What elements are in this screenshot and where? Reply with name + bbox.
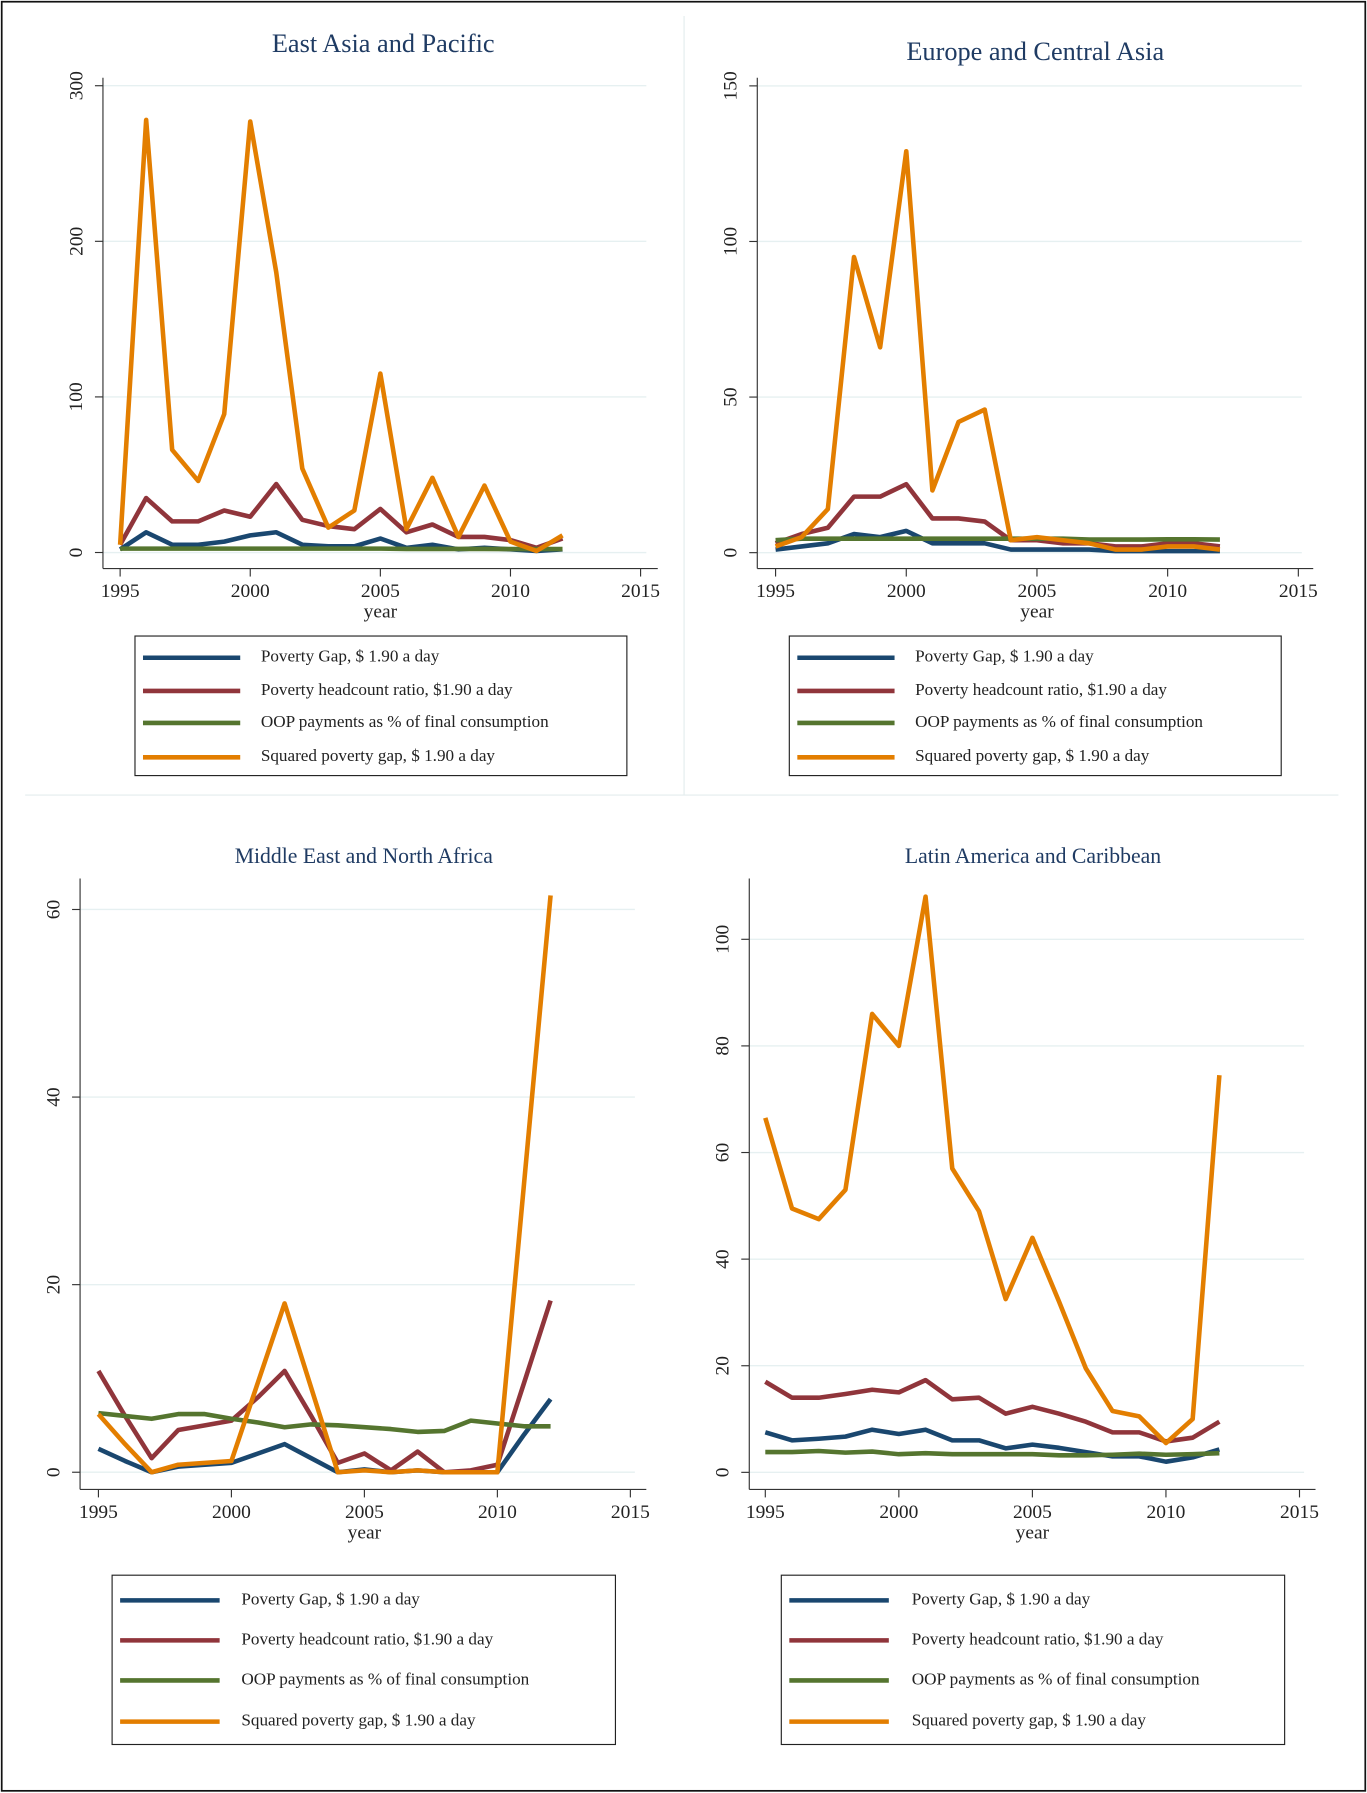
y-tick-label: 200	[66, 227, 87, 256]
x-tick-label: 2010	[1148, 581, 1187, 602]
series-line	[774, 481, 1221, 549]
x-tick-label: 2015	[1280, 1502, 1319, 1523]
legend-label: Poverty headcount ratio, $1.90 a day	[241, 1629, 493, 1648]
legend-label: Poverty Gap, $ 1.90 a day	[915, 647, 1094, 666]
chart-title: Middle East and North Africa	[235, 844, 494, 868]
y-tick-label: 40	[713, 1249, 734, 1268]
series-line	[96, 895, 553, 1475]
series-line	[774, 148, 1221, 552]
x-tick-label: 2000	[887, 581, 926, 602]
legend-label: Squared poverty gap, $ 1.90 a day	[261, 746, 496, 765]
legend-label: OOP payments as % of final consumption	[915, 712, 1203, 731]
series-line	[764, 1427, 1221, 1464]
series-line	[764, 1377, 1221, 1444]
legend-label: Poverty headcount ratio, $1.90 a day	[261, 680, 513, 699]
x-tick-label: 1995	[101, 581, 140, 602]
x-tick-label: 2015	[1279, 581, 1318, 602]
chart-title: Latin America and Caribbean	[905, 844, 1161, 868]
x-tick-label: 2010	[491, 581, 530, 602]
legend-label: Poverty Gap, $ 1.90 a day	[912, 1589, 1091, 1608]
y-tick-label: 0	[43, 1467, 64, 1477]
x-tick-label: 2010	[1147, 1502, 1186, 1523]
y-tick-label: 20	[713, 1356, 734, 1375]
series-line	[763, 894, 1222, 1446]
y-tick-label: 50	[721, 387, 742, 406]
legend-label: Squared poverty gap, $ 1.90 a day	[241, 1711, 476, 1730]
y-tick-label: 0	[713, 1467, 734, 1477]
series-line	[96, 1299, 553, 1475]
y-tick-label: 300	[66, 71, 87, 100]
x-axis-label: year	[1016, 1522, 1050, 1543]
x-tick-label: 2000	[212, 1502, 251, 1523]
y-tick-label: 60	[43, 900, 64, 919]
legend-label: OOP payments as % of final consumption	[912, 1669, 1200, 1688]
chart-title: East Asia and Pacific	[272, 29, 495, 58]
series-line	[118, 481, 564, 551]
x-tick-label: 1995	[746, 1502, 785, 1523]
legend-label: OOP payments as % of final consumption	[261, 712, 549, 731]
x-axis-label: year	[1020, 602, 1054, 623]
x-tick-label: 2005	[1018, 581, 1057, 602]
y-tick-label: 100	[713, 925, 734, 954]
legend-label: Poverty headcount ratio, $1.90 a day	[912, 1629, 1164, 1648]
x-tick-label: 2010	[478, 1502, 517, 1523]
y-tick-label: 40	[43, 1087, 64, 1106]
legend-label: Poverty Gap, $ 1.90 a day	[261, 647, 440, 666]
y-tick-label: 100	[66, 382, 87, 411]
legend-label: Poverty headcount ratio, $1.90 a day	[915, 680, 1167, 699]
legend-label: Poverty Gap, $ 1.90 a day	[241, 1589, 420, 1608]
y-tick-label: 150	[721, 71, 742, 100]
y-tick-label: 0	[721, 548, 742, 558]
legend-label: Squared poverty gap, $ 1.90 a day	[912, 1711, 1147, 1730]
y-tick-label: 60	[713, 1143, 734, 1162]
x-tick-label: 2005	[361, 581, 400, 602]
x-tick-label: 1995	[79, 1502, 118, 1523]
series-line	[775, 536, 1220, 543]
x-tick-label: 1995	[756, 581, 795, 602]
y-tick-label: 0	[66, 548, 87, 558]
x-tick-label: 2000	[879, 1502, 918, 1523]
x-tick-label: 2000	[231, 581, 270, 602]
x-tick-label: 2015	[621, 581, 660, 602]
x-axis-label: year	[348, 1522, 382, 1543]
series-line	[765, 1448, 1220, 1458]
x-axis-label: year	[364, 602, 398, 623]
x-tick-label: 2015	[611, 1502, 650, 1523]
legend-label: Squared poverty gap, $ 1.90 a day	[915, 746, 1150, 765]
y-tick-label: 80	[713, 1036, 734, 1055]
legend-label: OOP payments as % of final consumption	[241, 1669, 529, 1688]
chart-title: Europe and Central Asia	[906, 37, 1164, 66]
x-tick-label: 2005	[1013, 1502, 1052, 1523]
legend-box	[780, 1574, 1286, 1746]
series-line	[117, 117, 564, 554]
y-tick-label: 20	[43, 1275, 64, 1294]
y-tick-label: 100	[721, 227, 742, 256]
x-tick-label: 2005	[345, 1502, 384, 1523]
legend-box	[111, 1574, 617, 1746]
